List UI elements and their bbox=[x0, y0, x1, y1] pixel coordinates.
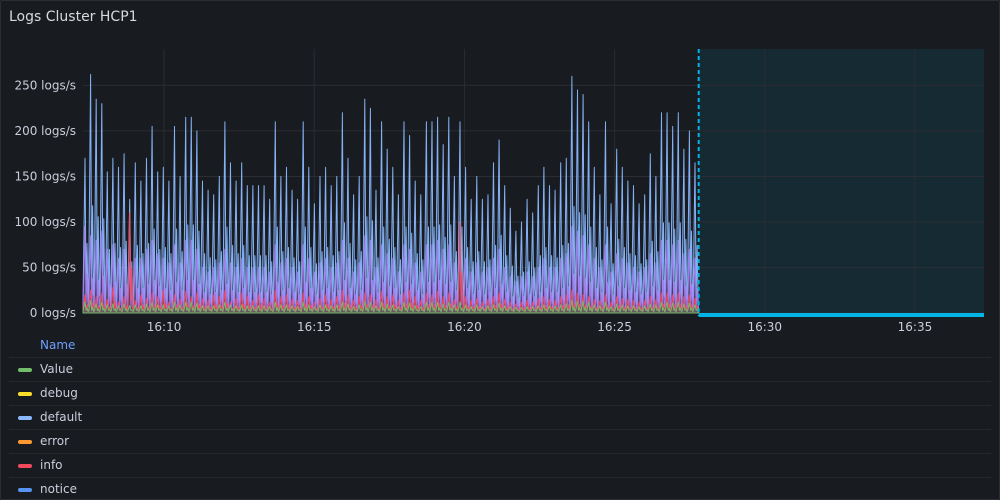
y-tick-label: 100 logs/s bbox=[14, 215, 76, 229]
x-tick-label: 16:25 bbox=[597, 320, 632, 331]
legend-item-label: Value bbox=[40, 362, 73, 376]
legend-item-label: info bbox=[40, 458, 63, 472]
y-tick-label: 150 logs/s bbox=[14, 169, 76, 183]
legend-item-value[interactable]: Value bbox=[9, 358, 991, 382]
y-tick-label: 50 logs/s bbox=[22, 260, 76, 274]
legend-item-notice[interactable]: notice bbox=[9, 478, 991, 499]
y-tick-label: 200 logs/s bbox=[14, 124, 76, 138]
legend-swatch-icon bbox=[18, 392, 32, 396]
panel-title[interactable]: Logs Cluster HCP1 bbox=[9, 9, 138, 25]
legend-item-label: debug bbox=[40, 386, 78, 400]
legend-item-info[interactable]: info bbox=[9, 454, 991, 478]
legend: Name Value debug default error info notice bbox=[9, 333, 991, 499]
legend-item-debug[interactable]: debug bbox=[9, 382, 991, 406]
x-tick-label: 16:10 bbox=[147, 320, 182, 331]
x-tick-label: 16:15 bbox=[297, 320, 332, 331]
series-value bbox=[82, 299, 700, 314]
legend-swatch-icon bbox=[18, 488, 32, 492]
legend-swatch-icon bbox=[18, 440, 32, 444]
legend-header-name[interactable]: Name bbox=[9, 333, 991, 358]
legend-item-default[interactable]: default bbox=[9, 406, 991, 430]
y-tick-label: 250 logs/s bbox=[14, 78, 76, 92]
timeseries-chart[interactable]: 0 logs/s 50 logs/s 100 logs/s 150 logs/s 200… bbox=[1, 1, 999, 331]
x-tick-label: 16:35 bbox=[898, 320, 933, 331]
legend-item-label: notice bbox=[40, 482, 77, 496]
x-tick-label: 16:30 bbox=[747, 320, 782, 331]
legend-swatch-icon bbox=[18, 416, 32, 420]
x-tick-label: 16:20 bbox=[447, 320, 482, 331]
legend-rows: Value debug default error info notice bbox=[9, 358, 991, 499]
future-time-region bbox=[698, 49, 984, 313]
legend-swatch-icon bbox=[18, 368, 32, 372]
legend-item-error[interactable]: error bbox=[9, 430, 991, 454]
legend-item-label: error bbox=[40, 434, 70, 448]
y-tick-label: 0 logs/s bbox=[30, 306, 76, 320]
legend-item-label: default bbox=[40, 410, 83, 424]
legend-swatch-icon bbox=[18, 464, 32, 468]
